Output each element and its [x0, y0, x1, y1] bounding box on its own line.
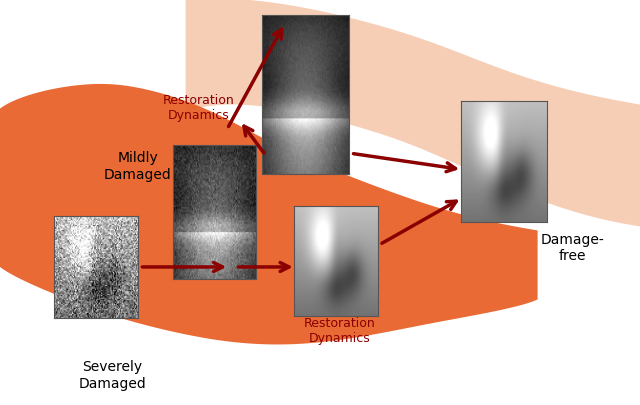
Text: Restoration
Dynamics: Restoration Dynamics	[163, 94, 234, 121]
Text: Restoration
Dynamics: Restoration Dynamics	[303, 316, 375, 344]
Text: Severely
Damaged: Severely Damaged	[78, 360, 146, 390]
Polygon shape	[186, 0, 640, 227]
Text: Damage-
free: Damage- free	[541, 232, 605, 262]
Polygon shape	[0, 85, 538, 345]
Text: Mildly
Damaged: Mildly Damaged	[104, 151, 172, 181]
